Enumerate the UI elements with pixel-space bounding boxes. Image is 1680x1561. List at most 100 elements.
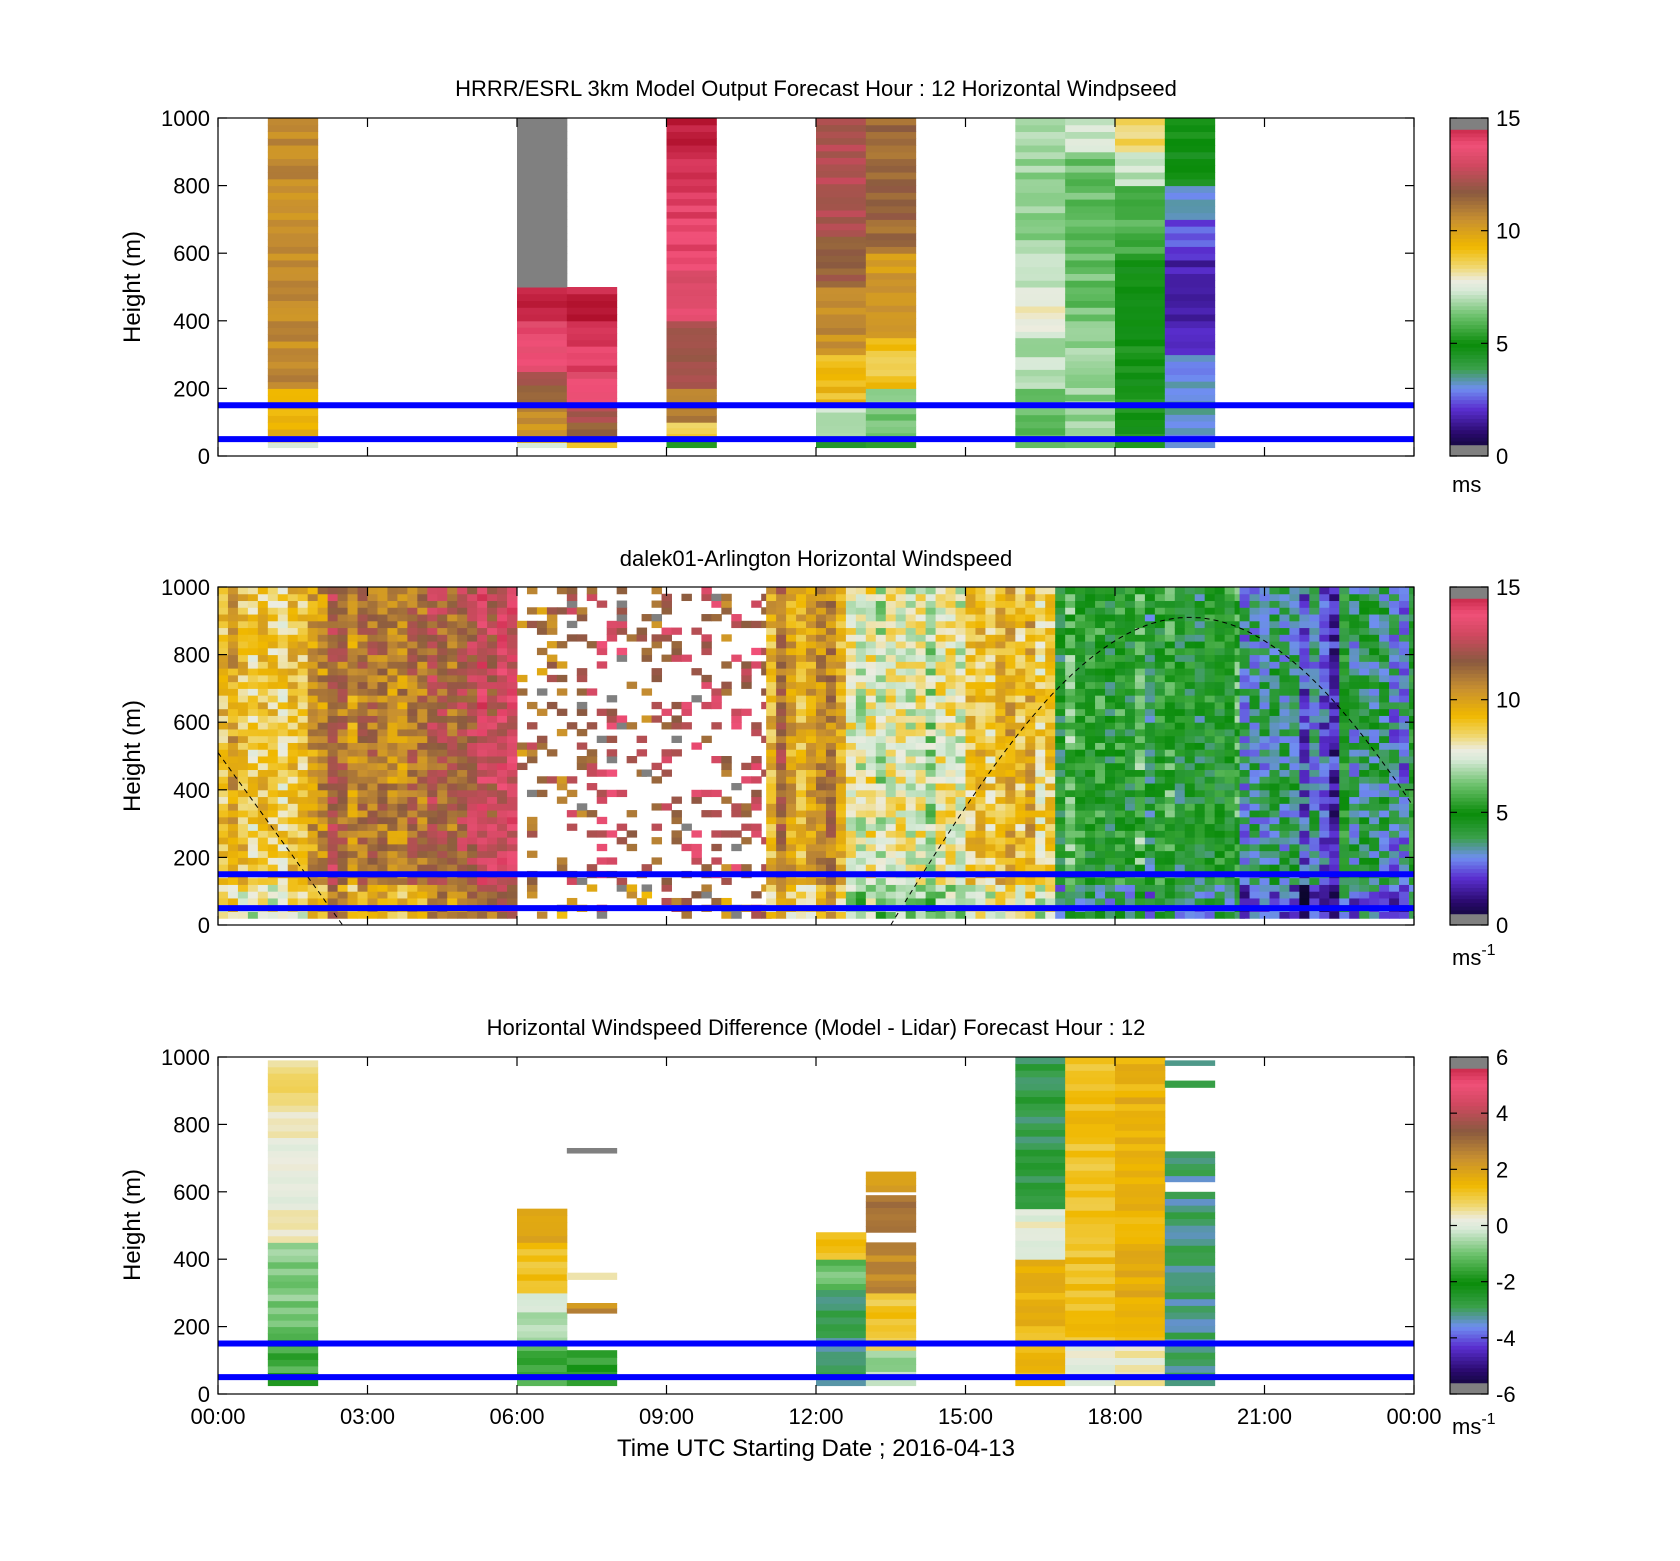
heatmap-cell xyxy=(816,715,827,723)
heatmap-cell xyxy=(711,600,722,608)
heatmap-cell xyxy=(1015,688,1026,696)
heatmap-cell xyxy=(935,857,947,865)
heatmap-cell xyxy=(566,371,618,379)
heatmap-cell xyxy=(1085,776,1096,784)
heatmap-cell xyxy=(218,857,229,865)
heatmap-cell xyxy=(1269,627,1280,635)
heatmap-cell xyxy=(885,749,897,757)
heatmap-cell xyxy=(855,810,867,818)
heatmap-cell xyxy=(407,715,418,723)
heatmap-cell xyxy=(895,911,907,919)
heatmap-cell xyxy=(975,864,986,872)
heatmap-cell xyxy=(626,634,638,642)
heatmap-cell xyxy=(477,647,488,656)
heatmap-cell xyxy=(1085,641,1096,649)
heatmap-cell xyxy=(1184,776,1196,784)
heatmap-cell xyxy=(297,587,309,595)
heatmap-cell xyxy=(1095,715,1106,723)
heatmap-cell xyxy=(995,783,1006,791)
heatmap-cell xyxy=(1115,830,1126,838)
heatmap-cell xyxy=(307,735,319,743)
heatmap-cell xyxy=(367,722,378,730)
heatmap-cell xyxy=(1075,884,1086,892)
heatmap-cell xyxy=(1095,756,1106,764)
heatmap-cell xyxy=(1174,668,1186,676)
heatmap-cell xyxy=(1194,735,1206,743)
heatmap-cell xyxy=(1035,627,1046,635)
heatmap-cell xyxy=(1065,783,1076,791)
heatmap-cell xyxy=(1269,654,1280,662)
heatmap-cell xyxy=(457,620,468,629)
heatmap-cell xyxy=(885,837,897,845)
heatmap-cell xyxy=(297,708,309,716)
heatmap-cell xyxy=(741,810,752,818)
heatmap-cell xyxy=(247,722,259,730)
heatmap-cell xyxy=(796,681,807,689)
heatmap-cell xyxy=(1005,816,1016,825)
heatmap-cell xyxy=(576,701,588,710)
heatmap-cell xyxy=(1015,192,1066,200)
heatmap-cell xyxy=(517,442,568,449)
heatmap-cell xyxy=(497,816,508,825)
heatmap-cell xyxy=(1035,796,1046,804)
heatmap-cell xyxy=(915,647,927,656)
heatmap-cell xyxy=(766,600,777,608)
heatmap-cell xyxy=(786,654,797,662)
heatmap-cell xyxy=(457,600,468,608)
heatmap-cell xyxy=(1055,715,1066,723)
heatmap-cell xyxy=(307,762,319,771)
heatmap-cell xyxy=(1134,891,1146,899)
heatmap-cell xyxy=(915,587,927,595)
heatmap-cell xyxy=(1249,661,1261,669)
heatmap-cell xyxy=(447,803,458,811)
heatmap-cell xyxy=(377,891,388,899)
heatmap-cell xyxy=(895,674,907,683)
heatmap-cell xyxy=(895,810,907,818)
heatmap-cell xyxy=(477,587,488,595)
heatmap-cell xyxy=(606,708,618,716)
heatmap-cell xyxy=(1015,178,1066,187)
heatmap-cell xyxy=(457,627,468,635)
heatmap-cell xyxy=(1249,654,1261,662)
heatmap-cell xyxy=(257,641,269,649)
heatmap-cell xyxy=(576,668,588,676)
heatmap-cell xyxy=(806,891,817,899)
heatmap-cell xyxy=(1194,789,1206,798)
heatmap-cell xyxy=(357,762,368,771)
heatmap-cell xyxy=(855,674,867,683)
heatmap-cell xyxy=(925,620,937,629)
heatmap-cell xyxy=(751,911,762,919)
heatmap-cell xyxy=(507,674,518,683)
heatmap-cell xyxy=(1075,620,1086,629)
heatmap-cell xyxy=(1095,823,1106,831)
colorbar-swatch xyxy=(1450,313,1488,318)
heatmap-cell xyxy=(507,850,518,858)
heatmap-cell xyxy=(517,352,568,360)
heatmap-cell xyxy=(347,891,359,899)
heatmap-cell xyxy=(407,857,418,865)
heatmap-cell xyxy=(1134,634,1146,642)
heatmap-cell xyxy=(307,593,319,602)
heatmap-cell xyxy=(915,668,927,676)
heatmap-cell xyxy=(816,641,827,649)
heatmap-cell xyxy=(307,756,319,764)
heatmap-cell xyxy=(935,722,947,730)
y-tick-label: 0 xyxy=(198,444,210,469)
heatmap-cell xyxy=(1015,762,1026,771)
heatmap-cell xyxy=(816,327,867,335)
heatmap-cell xyxy=(796,641,807,649)
heatmap-cell xyxy=(457,769,468,777)
heatmap-cell xyxy=(666,145,717,153)
heatmap-cell xyxy=(497,593,508,602)
heatmap-cell xyxy=(397,641,408,649)
heatmap-cell xyxy=(307,783,319,791)
heatmap-cell xyxy=(945,587,957,595)
heatmap-cell xyxy=(1035,837,1046,845)
heatmap-cell xyxy=(1154,857,1166,865)
heatmap-cell xyxy=(467,877,478,885)
heatmap-cell xyxy=(1164,361,1216,369)
heatmap-cell xyxy=(407,722,418,730)
heatmap-cell xyxy=(1015,830,1026,838)
heatmap-cell xyxy=(1164,158,1216,166)
heatmap-cell xyxy=(741,708,752,716)
